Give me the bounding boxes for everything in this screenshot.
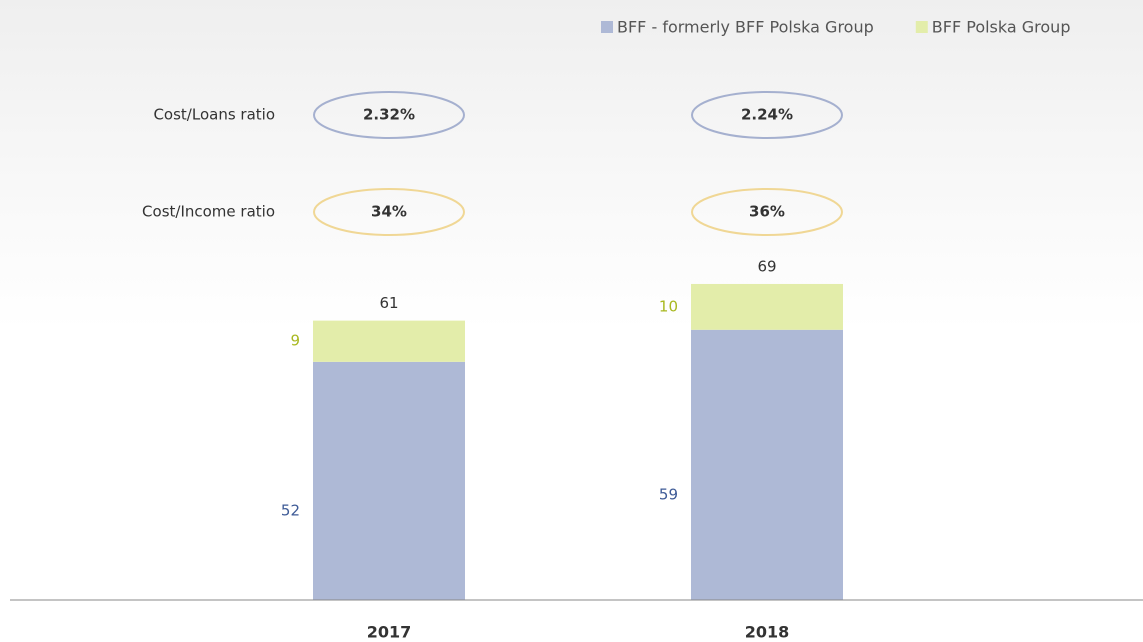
legend-label: BFF Polska Group xyxy=(932,18,1071,37)
ratio-ellipse xyxy=(313,91,465,139)
bar-segment xyxy=(313,361,465,600)
ratio-value: 2.24% xyxy=(741,106,793,124)
legend-swatch xyxy=(915,21,928,33)
ratio-ellipse xyxy=(691,188,843,236)
segment-label: 52 xyxy=(281,501,300,519)
legend-label: BFF - formerly BFF Polska Group xyxy=(617,18,874,37)
ratio-value: 2.32% xyxy=(363,106,415,124)
bar-segment xyxy=(691,283,843,330)
x-tick-label: 2018 xyxy=(745,623,790,642)
ratio-value: 34% xyxy=(371,203,407,221)
total-label: 69 xyxy=(757,257,776,275)
ratio-value: 36% xyxy=(749,203,785,221)
ratio-ellipse xyxy=(691,91,843,139)
segment-label: 9 xyxy=(290,332,300,350)
x-tick-label: 2017 xyxy=(367,623,412,642)
bar-segment xyxy=(313,320,465,362)
ratio-label: Cost/Loans ratio xyxy=(153,106,275,124)
bar-segment xyxy=(691,329,843,600)
total-label: 61 xyxy=(379,294,398,312)
legend-swatch xyxy=(601,21,613,33)
ratio-ellipse xyxy=(313,188,465,236)
segment-label: 10 xyxy=(659,297,678,315)
ratio-label: Cost/Income ratio xyxy=(142,203,275,221)
segment-label: 59 xyxy=(659,485,678,503)
